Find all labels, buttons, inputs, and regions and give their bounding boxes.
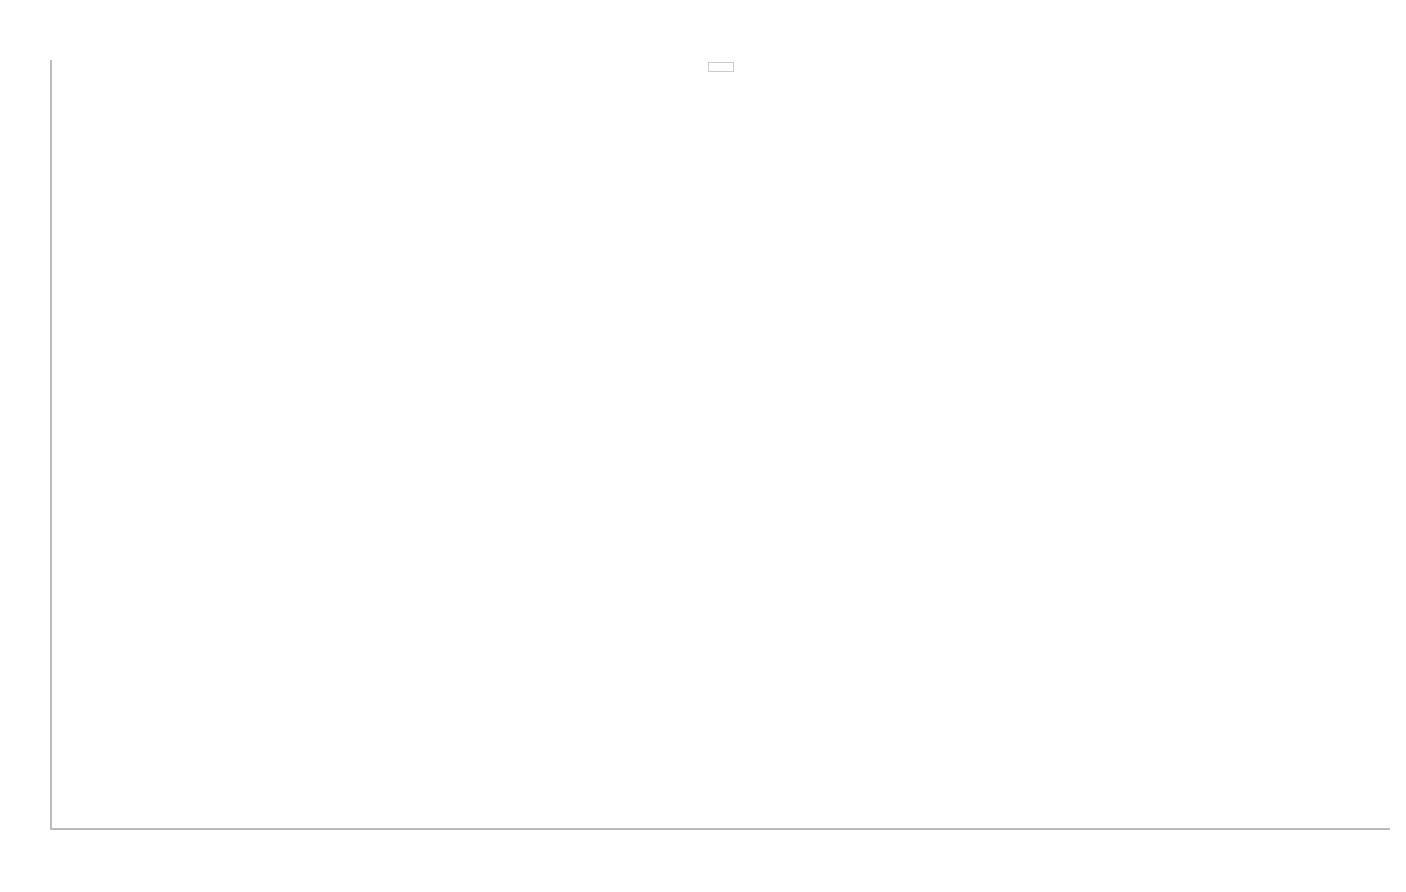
trend-lines <box>52 60 1390 828</box>
plot-area <box>50 60 1390 830</box>
correlation-chart <box>0 0 1406 892</box>
stats-box <box>708 62 734 72</box>
